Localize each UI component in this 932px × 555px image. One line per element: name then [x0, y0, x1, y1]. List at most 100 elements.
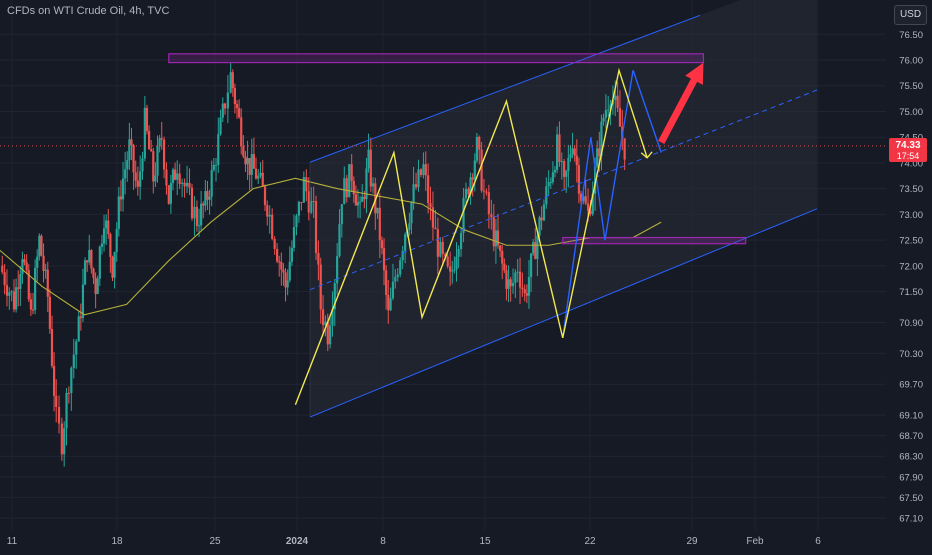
candle-body [444, 253, 447, 257]
time-axis-label: 25 [209, 536, 221, 547]
price-axis-label: 69.70 [899, 380, 923, 391]
candle-body [542, 204, 546, 221]
candle-body [410, 202, 413, 224]
candle-body [197, 225, 201, 227]
candle-body [343, 178, 346, 205]
candle-body [596, 148, 599, 167]
time-axis-label: Feb [746, 536, 764, 547]
candle-body [188, 182, 191, 188]
candle-body [276, 248, 279, 262]
price-axis-label: 68.30 [899, 452, 923, 463]
candle-body [560, 161, 563, 163]
candle-body [499, 245, 502, 251]
candle-body [340, 204, 343, 225]
candle-body [139, 171, 142, 187]
time-axis-label: 8 [380, 536, 386, 547]
candle-body [297, 201, 301, 216]
candle-body [40, 235, 43, 256]
candle-body [273, 238, 276, 249]
candle-body [602, 117, 605, 122]
candle-body [8, 292, 11, 296]
candle-body [27, 270, 30, 300]
candle-body [81, 284, 85, 319]
price-axis-label: 75.00 [899, 107, 923, 118]
candle-body [529, 253, 533, 277]
price-axis-label: 76.00 [899, 56, 923, 67]
candle-body [171, 169, 175, 184]
candle-body [338, 224, 341, 257]
candle-body [514, 272, 517, 283]
candle-body [573, 148, 576, 156]
candle-body [109, 233, 112, 257]
price-axis-label: 68.70 [899, 431, 923, 442]
candle-body [178, 173, 181, 184]
price-axis-label: 76.50 [899, 30, 923, 41]
candle-body [5, 285, 9, 296]
candle-body [321, 309, 325, 325]
candle-body [314, 201, 318, 253]
target-arrow [658, 62, 704, 144]
candle-body [147, 130, 151, 150]
candle-body [156, 146, 159, 176]
candle-body [284, 272, 287, 288]
candle-body [15, 287, 18, 310]
candle-body [63, 428, 66, 455]
candle-body [94, 277, 97, 295]
candle-body [492, 217, 495, 247]
candle-body [312, 200, 315, 202]
candle-body [292, 227, 296, 248]
candle-body [160, 138, 163, 140]
candle-body [424, 164, 427, 176]
candle-body [261, 172, 264, 187]
candle-body [534, 242, 537, 259]
candle-body [586, 203, 590, 211]
candle-body [181, 182, 184, 184]
candle-body [212, 164, 215, 171]
candle-body [115, 228, 118, 253]
candle-body [604, 110, 607, 118]
candle-body [86, 260, 89, 263]
channel-fill [310, 0, 817, 418]
candle-body [496, 230, 500, 246]
support-zone [562, 236, 747, 245]
candle-body [614, 95, 617, 101]
candle-body [126, 160, 129, 170]
candle-body [352, 180, 355, 195]
candle-body [577, 165, 581, 194]
candle-body [431, 207, 435, 228]
candle-body [558, 134, 561, 162]
candle-body [52, 365, 56, 396]
candle-body [200, 203, 203, 226]
candle-body [83, 260, 87, 285]
candle-body [471, 177, 474, 180]
candle-body [394, 277, 397, 282]
candle-body [385, 270, 388, 295]
candle-body [317, 252, 320, 265]
candle-body [278, 261, 281, 263]
candle-body [250, 154, 253, 175]
candle-body [25, 262, 28, 271]
candle-body [417, 169, 420, 188]
candle-body [23, 259, 26, 263]
candle-body [575, 155, 578, 166]
candle-body [538, 217, 541, 236]
candle-body [185, 182, 189, 187]
candle-body [290, 247, 293, 262]
candle-body [549, 182, 552, 184]
candle-body [367, 149, 370, 169]
candle-body [505, 270, 508, 289]
candle-body [259, 172, 262, 176]
candle-body [389, 298, 392, 311]
candle-body [404, 234, 407, 251]
candle-body [204, 191, 207, 206]
candle-body [282, 269, 285, 273]
candle-body [333, 283, 336, 310]
candle-body [532, 242, 535, 254]
candle-body [401, 250, 404, 261]
candle-body [136, 180, 139, 187]
currency-button[interactable]: USD [894, 5, 927, 25]
candle-body [202, 203, 205, 206]
candle-body [451, 270, 454, 272]
candle-body [324, 321, 327, 325]
